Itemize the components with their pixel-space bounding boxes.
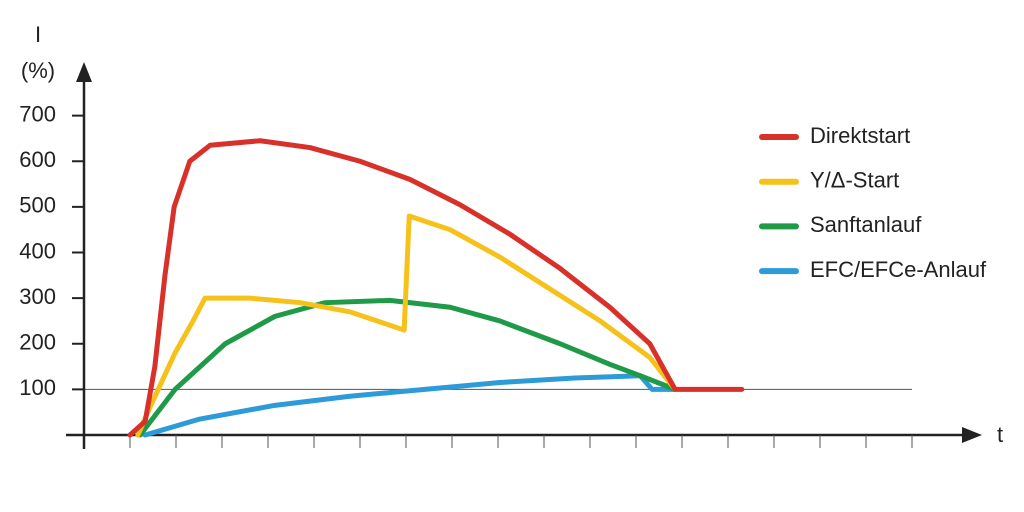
y-axis-unit: (%): [21, 58, 55, 83]
legend-label: Sanftanlauf: [810, 212, 922, 237]
series-line: [135, 213, 678, 438]
legend-label: EFC/EFCe-Anlauf: [810, 257, 987, 282]
legend-label: Y/Δ-Start: [810, 168, 899, 193]
y-tick-label: 500: [19, 193, 56, 218]
series-line: [137, 297, 678, 438]
y-tick-label: 400: [19, 238, 56, 263]
y-axis-arrow: [76, 62, 92, 82]
y-tick-label: 600: [19, 147, 56, 172]
x-axis-label: t: [997, 422, 1003, 447]
y-tick-label: 300: [19, 284, 56, 309]
series-line: [127, 138, 745, 438]
y-tick-label: 200: [19, 330, 56, 355]
legend-label: Direktstart: [810, 123, 910, 148]
y-tick-label: 100: [19, 375, 56, 400]
x-axis-arrow: [962, 427, 982, 443]
y-tick-label: 700: [19, 101, 56, 126]
y-axis-label: I: [35, 22, 41, 47]
series-line: [142, 373, 678, 438]
